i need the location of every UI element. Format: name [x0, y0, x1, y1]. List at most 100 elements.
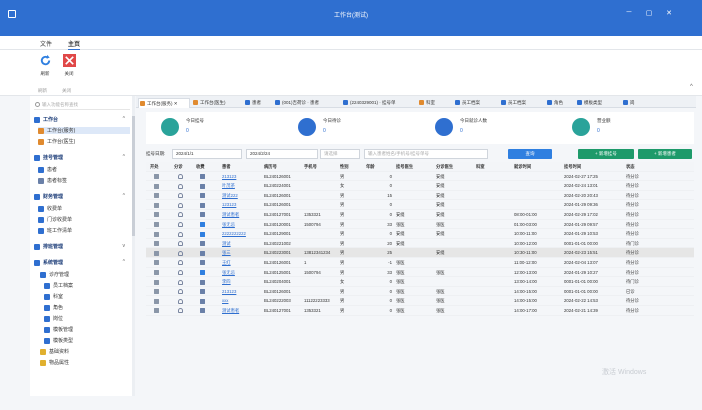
sidebar-item-department[interactable]: 科室 — [44, 293, 63, 300]
column-header[interactable]: 科室 — [476, 164, 485, 169]
sidebar-item-template-management[interactable]: 模板管理 — [44, 326, 73, 333]
table-row[interactable]: 123123 BL240126001 男 0 安缇 2024-01-29 09:36 待分诊 — [146, 200, 694, 210]
tab-item[interactable]: 工作台(医生) — [192, 98, 242, 108]
chevron-up-icon[interactable]: ^ — [122, 116, 125, 122]
menu-file[interactable]: 文件 — [40, 42, 53, 48]
tab-item[interactable]: (2240329001) · 挂号单 — [342, 98, 416, 108]
table-row[interactable]: 张三 BL240223001 13812341234 男 25 安缇 10:30-11:00… — [146, 248, 694, 258]
sidebar-item-role[interactable]: 角色 — [44, 304, 63, 311]
tab-item[interactable]: 工作台(服务) ✕ — [138, 98, 190, 108]
prescribe-icon[interactable] — [154, 296, 159, 305]
triage-icon[interactable] — [178, 277, 183, 286]
cell-name[interactable]: 叶茂茶 — [222, 183, 235, 189]
prescribe-icon[interactable] — [154, 258, 159, 267]
sidebar-item-base-data[interactable]: 基础资料 — [40, 348, 69, 355]
column-header[interactable]: 挂号时间 — [564, 164, 582, 169]
chevron-up-icon[interactable]: ^ — [122, 259, 125, 265]
triage-icon[interactable] — [178, 306, 183, 315]
sidebar-item-clinic-management[interactable]: 诊疗管理 — [40, 271, 69, 278]
charge-icon[interactable] — [200, 220, 205, 229]
close-tab-button[interactable]: 关闭 — [58, 54, 80, 77]
cell-name[interactable]: 测试患者 — [222, 308, 240, 313]
triage-icon[interactable] — [178, 239, 183, 248]
cell-name[interactable]: 123123 — [222, 202, 237, 208]
prescribe-icon[interactable] — [154, 181, 159, 190]
tab-item[interactable]: 员工档案 — [500, 98, 544, 108]
cell-name[interactable]: 213123 — [222, 288, 237, 294]
sidebar-scrollbar[interactable] — [132, 96, 135, 396]
triage-icon[interactable] — [178, 200, 183, 209]
menu-home[interactable]: 主页 — [68, 39, 81, 50]
prescribe-icon[interactable] — [154, 191, 159, 200]
new-patient-button[interactable]: + 新增患者 — [638, 149, 692, 159]
table-row[interactable]: 张无忌 BL240125001 1500794 男 33 张医 张医 12:00-13:00 2… — [146, 268, 694, 278]
table-row[interactable]: 2222222222 BL240129001 男 0 安缇 安缇 10:00-11:00 20… — [146, 229, 694, 239]
prescribe-icon[interactable] — [154, 210, 159, 219]
tab-item[interactable]: 角色 — [546, 98, 574, 108]
table-row[interactable]: 李四 BL240204001 女 0 张医 13:00-14:00 0001-01-01 0… — [146, 277, 694, 287]
triage-icon[interactable] — [178, 258, 183, 267]
tab-item[interactable]: 岗 — [622, 98, 654, 108]
prescribe-icon[interactable] — [154, 268, 159, 277]
charge-icon[interactable] — [200, 191, 205, 200]
sidebar-search[interactable]: 输入功能名称查找 — [34, 100, 130, 110]
new-registration-button[interactable]: + 新增挂号 — [578, 149, 634, 159]
triage-icon[interactable] — [178, 268, 183, 277]
column-header[interactable]: 患者 — [222, 164, 231, 169]
cell-name[interactable]: 测试222 — [222, 192, 238, 198]
status-select[interactable]: 请选择 — [320, 149, 360, 159]
prescribe-icon[interactable] — [154, 306, 159, 315]
column-header[interactable]: 收费 — [196, 164, 205, 169]
chevron-up-icon[interactable]: ^ — [122, 154, 125, 160]
table-row[interactable]: xxx BL240222003 11122223333 男 0 张医 张医 14:00-15:… — [146, 296, 694, 306]
charge-icon[interactable] — [200, 200, 205, 209]
cell-name[interactable]: 张三 — [222, 250, 231, 256]
prescribe-icon[interactable] — [154, 248, 159, 257]
charge-icon[interactable] — [200, 287, 205, 296]
triage-icon[interactable] — [178, 210, 183, 219]
triage-icon[interactable] — [178, 296, 183, 305]
cell-name[interactable]: 2222222222 — [222, 231, 246, 237]
chevron-up-icon[interactable]: ^ — [122, 193, 125, 199]
prescribe-icon[interactable] — [154, 172, 159, 181]
charge-icon[interactable] — [200, 172, 205, 181]
chevron-down-icon[interactable]: v — [122, 243, 126, 249]
charge-icon[interactable] — [200, 248, 205, 257]
prescribe-icon[interactable] — [154, 277, 159, 286]
keyword-input[interactable]: 输入患者姓名/手机号/挂号单号 — [364, 149, 488, 159]
search-button[interactable]: 查询 — [508, 149, 552, 159]
sidebar-item-staff[interactable]: 员工档案 — [44, 282, 73, 289]
triage-icon[interactable] — [178, 191, 183, 200]
collapse-ribbon-icon[interactable]: ^ — [690, 84, 693, 90]
triage-icon[interactable] — [178, 172, 183, 181]
charge-icon[interactable] — [200, 239, 205, 248]
charge-icon[interactable] — [200, 268, 205, 277]
triage-icon[interactable] — [178, 287, 183, 296]
sidebar-item-workbench-service[interactable]: 工作台(服务) — [38, 127, 130, 134]
table-row[interactable]: 测试患者 BL240127001 1353321 男 0 安缇 安缇 08:00-01:00 2… — [146, 210, 694, 220]
charge-icon[interactable] — [200, 277, 205, 286]
sidebar-item-template-type[interactable]: 模板类型 — [44, 337, 73, 344]
tab-item[interactable]: (001)吉荷诊 · 患者 — [274, 98, 340, 108]
charge-icon[interactable] — [200, 258, 205, 267]
cell-name[interactable]: 张无忌 — [222, 221, 235, 227]
column-header[interactable]: 分诊医生 — [436, 164, 454, 169]
prescribe-icon[interactable] — [154, 287, 159, 296]
tab-item[interactable]: 员工档案 — [454, 98, 498, 108]
column-header[interactable]: 病历号 — [264, 164, 277, 169]
minimize-button[interactable]: ─ — [626, 9, 632, 16]
column-header[interactable]: 开处 — [150, 164, 159, 169]
table-row[interactable]: 测试 BL240221002 男 20 安缇 10:00-12:00 0001-01-01 … — [146, 239, 694, 249]
date-to-field[interactable]: 2024/2/24 — [246, 149, 318, 159]
cell-name[interactable]: 王红 — [222, 260, 231, 265]
sidebar-section-system[interactable]: 系统管理 — [34, 259, 63, 266]
cell-name[interactable]: 测试患者 — [222, 212, 240, 217]
sidebar-item-position[interactable]: 岗位 — [44, 315, 63, 322]
table-row[interactable]: 213123 BL240126001 男 0 张医 张医 14:00-15:00 0001-0… — [146, 287, 694, 297]
sidebar-section-registration[interactable]: 挂号管理 — [34, 154, 63, 161]
sidebar-item-patients[interactable]: 患者 — [38, 166, 57, 173]
triage-icon[interactable] — [178, 248, 183, 257]
table-row[interactable]: 213123 BL240126001 男 0 安缇 2024-02-27 17:25 待分诊 — [146, 172, 694, 182]
prescribe-icon[interactable] — [154, 220, 159, 229]
charge-icon[interactable] — [200, 210, 205, 219]
